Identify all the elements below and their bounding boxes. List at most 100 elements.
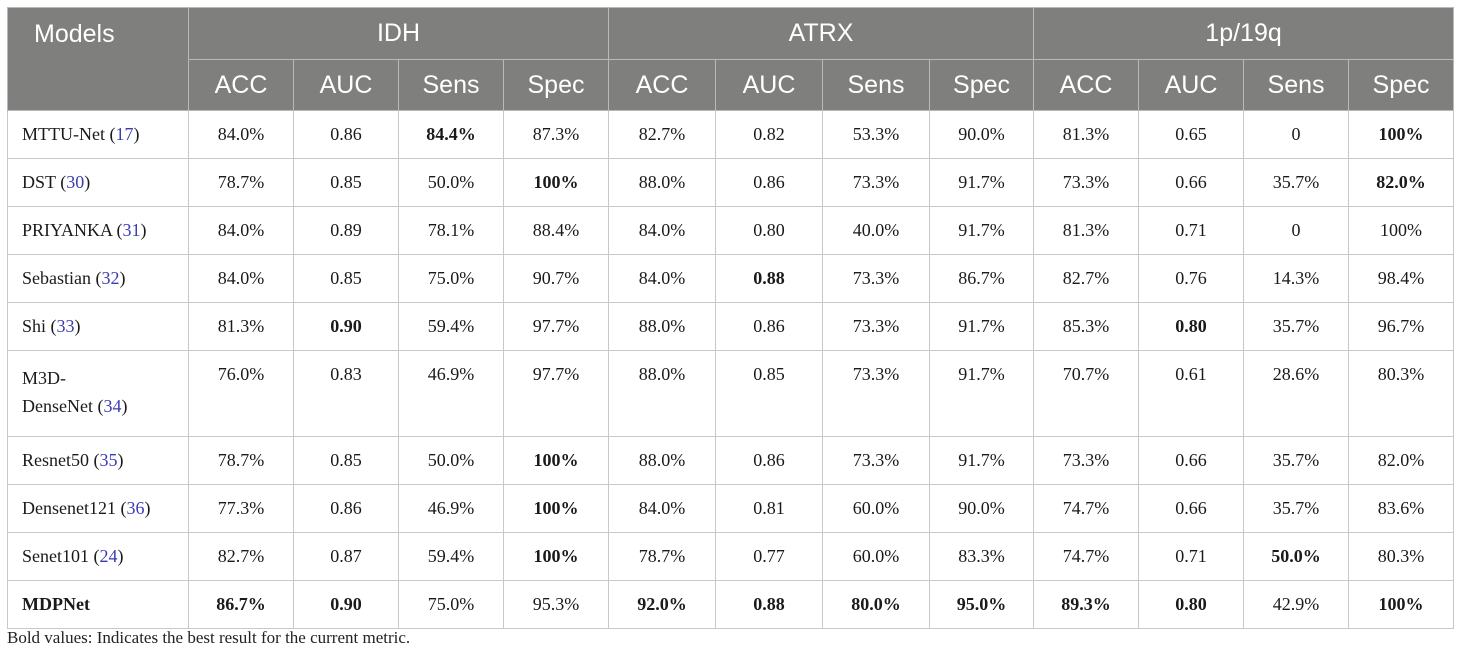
citation-link[interactable]: 34 [103,396,122,416]
metric-value-cell: 90.0% [928,484,1035,533]
citation-link[interactable]: 24 [99,546,118,566]
table-row: Resnet50 (35) 78.7% 0.85 50.0% 100% 88.0% 0.86… [7,436,1455,485]
metric-value-cell: 87.3% [503,110,609,159]
metric-value-cell: 97.7% [503,350,609,437]
citation-link[interactable]: 33 [56,316,75,336]
metric-value-cell: 97.7% [503,302,609,351]
citation-link[interactable]: 36 [126,498,145,518]
metric-value-cell: 75.0% [398,254,504,303]
metric-header-spec: Spec [928,59,1035,111]
group-header-idh: IDH [188,7,609,60]
table-row: Sebastian (32) 84.0% 0.85 75.0% 90.7% 84.0% 0.… [7,254,1455,303]
model-name-cell: Sebastian (32) [7,254,189,303]
metric-value-cell: 0.90 [293,302,399,351]
citation-link[interactable]: 30 [66,172,85,192]
metric-value-cell: 0.89 [293,206,399,255]
citation-link[interactable]: 32 [101,268,120,288]
model-name: Shi [22,316,47,336]
model-name-cell: MTTU-Net (17) [7,110,189,159]
metric-value-cell: 42.9% [1243,580,1350,629]
metric-value-cell: 0 [1243,206,1350,255]
metric-value-cell: 0.83 [293,350,399,437]
metric-header-auc: AUC [293,59,399,111]
metric-value-cell: 86.7% [928,254,1035,303]
metric-value-cell: 84.0% [608,206,716,255]
metric-value-cell: 0.85 [293,436,399,485]
metric-value-cell: 73.3% [822,350,930,437]
metric-value-cell: 73.3% [822,436,930,485]
header-row-metrics: ACC AUC Sens Spec ACC AUC Sens Spec ACC … [8,59,1455,111]
metric-value-cell: 77.3% [188,484,294,533]
metric-value-cell: 0.71 [1138,532,1245,581]
citation-link[interactable]: 17 [115,124,134,144]
metric-value-cell: 100% [503,158,609,207]
metric-value-cell: 35.7% [1243,302,1350,351]
metric-value-cell: 88.0% [608,436,716,485]
model-name-cell: Resnet50 (35) [7,436,189,485]
metric-value-cell: 46.9% [398,350,504,437]
header-row-groups: Models IDH ATRX 1p/19q [7,7,1455,111]
metric-value-cell: 59.4% [398,532,504,581]
metric-value-cell: 90.7% [503,254,609,303]
metric-value-cell: 73.3% [822,254,930,303]
group-header-1p19q: 1p/19q [1033,7,1455,60]
metric-value-cell: 80.0% [822,580,930,629]
metric-value-cell: 81.3% [188,302,294,351]
model-name: DST [22,172,56,192]
model-name: MTTU-Net [22,124,105,144]
citation-link[interactable]: 35 [99,450,118,470]
model-name-cell: MDPNet [7,580,189,629]
metric-value-cell: 0.82 [715,110,823,159]
metric-value-cell: 75.0% [398,580,504,629]
metric-header-spec: Spec [503,59,609,111]
metric-value-cell: 40.0% [822,206,930,255]
metric-value-cell: 83.3% [928,532,1035,581]
table-row: PRIYANKA (31) 84.0% 0.89 78.1% 88.4% 84.0% 0.8… [7,206,1455,255]
metric-value-cell: 100% [1348,110,1455,159]
table-row: MDPNet 86.7% 0.90 75.0% 95.3% 92.0% 0.88 80.0% 9… [7,580,1455,629]
metric-value-cell: 95.0% [928,580,1035,629]
metric-value-cell: 0.85 [293,158,399,207]
metric-value-cell: 88.0% [608,158,716,207]
metric-value-cell: 81.3% [1033,206,1140,255]
metric-value-cell: 91.7% [928,158,1035,207]
metric-value-cell: 0.86 [715,436,823,485]
metric-value-cell: 0.85 [715,350,823,437]
metric-value-cell: 0.80 [1138,580,1245,629]
table-row: Senet101 (24) 82.7% 0.87 59.4% 100% 78.7% 0.77… [7,532,1455,581]
metric-value-cell: 50.0% [398,158,504,207]
table-row: MTTU-Net (17) 84.0% 0.86 84.4% 87.3% 82.7% 0.8… [7,110,1455,159]
metric-value-cell: 0.80 [715,206,823,255]
metric-value-cell: 85.3% [1033,302,1140,351]
metric-value-cell: 35.7% [1243,158,1350,207]
metric-value-cell: 82.7% [1033,254,1140,303]
metric-value-cell: 100% [1348,206,1455,255]
metric-value-cell: 0.65 [1138,110,1245,159]
metric-value-cell: 50.0% [398,436,504,485]
metric-value-cell: 60.0% [822,484,930,533]
metric-value-cell: 95.3% [503,580,609,629]
model-name: Senet101 [22,546,89,566]
model-name: PRIYANKA [22,220,113,240]
metric-value-cell: 91.7% [928,206,1035,255]
metric-value-cell: 88.4% [503,206,609,255]
metric-header-sens: Sens [1243,59,1350,111]
metric-value-cell: 0.81 [715,484,823,533]
metric-header-sens: Sens [822,59,930,111]
metric-header-acc: ACC [1033,59,1140,111]
metric-header-auc: AUC [1138,59,1245,111]
table-row: DST (30) 78.7% 0.85 50.0% 100% 88.0% 0.86 73.3%… [7,158,1455,207]
metric-value-cell: 80.3% [1348,532,1455,581]
metric-value-cell: 0.87 [293,532,399,581]
metric-value-cell: 84.0% [188,110,294,159]
metric-value-cell: 91.7% [928,436,1035,485]
table-footnote: Bold values: Indicates the best result f… [7,628,411,647]
metric-value-cell: 0.90 [293,580,399,629]
citation-link[interactable]: 31 [122,220,141,240]
metric-value-cell: 35.7% [1243,484,1350,533]
model-name-cell: PRIYANKA (31) [7,206,189,255]
metric-value-cell: 0.86 [715,302,823,351]
model-name-cell: Senet101 (24) [7,532,189,581]
metric-value-cell: 60.0% [822,532,930,581]
metric-value-cell: 82.0% [1348,158,1455,207]
